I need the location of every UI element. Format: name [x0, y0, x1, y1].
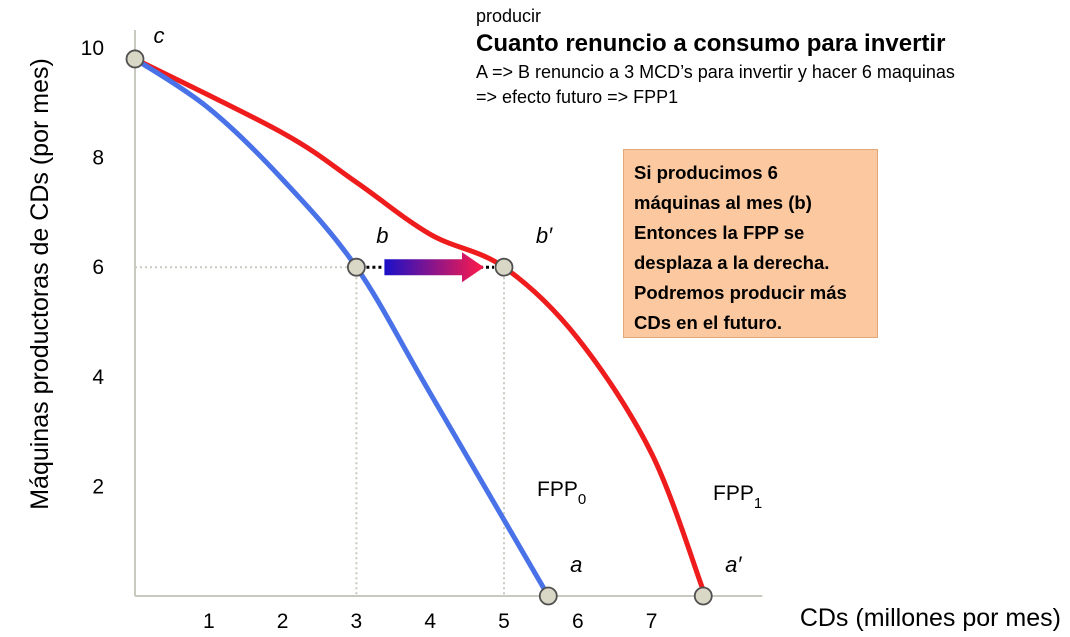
shift-arrow [366, 252, 494, 283]
y-tick-label: 2 [92, 475, 104, 498]
y-tick-label: 4 [92, 366, 104, 389]
x-tick-label: 1 [203, 610, 215, 633]
x-tick-label: 5 [498, 610, 510, 633]
point-label-c: c [154, 23, 165, 48]
ppf-curves [132, 56, 706, 599]
slide-header: producir Cuanto renuncio a consumo para … [476, 4, 1070, 110]
curve-fpp0 [132, 56, 551, 599]
header-prev-word: producir [476, 6, 542, 26]
point-label-b: b [376, 223, 388, 248]
x-tick-label: 4 [424, 610, 436, 633]
tick-labels: 1 2 3 4 5 6 7 2 4 6 8 10 [81, 37, 658, 633]
point-marker-b-prime [494, 257, 514, 277]
point-label-a-prime: a′ [725, 552, 742, 577]
note-line: desplaza a la derecha. [634, 252, 830, 273]
y-tick-label: 6 [92, 256, 104, 279]
note-line: CDs en el futuro. [634, 312, 783, 333]
note-box: Si producimos 6 máquinas al mes (b) Ento… [623, 149, 878, 338]
x-tick-label: 7 [646, 610, 658, 633]
curve-label-fpp0: FPP0 [537, 478, 586, 508]
point-marker-a-prime [693, 586, 713, 606]
point-label-b-prime: b′ [536, 223, 553, 248]
note-line: Podremos producir más [634, 282, 847, 303]
y-axis-title: Máquinas productoras de CDs (por mes) [26, 58, 54, 510]
point-marker-c [125, 49, 145, 69]
y-tick-label: 10 [81, 37, 104, 60]
axes [134, 30, 763, 597]
shift-arrow-body [384, 252, 484, 283]
curve-label-fpp1: FPP1 [713, 482, 762, 512]
curve-labels: FPP0 FPP1 [537, 478, 762, 512]
point-marker-a [538, 586, 558, 606]
header-line-2: => efecto futuro => FPP1 [476, 87, 679, 107]
note-line: máquinas al mes (b) [634, 192, 812, 213]
point-marker-b [346, 257, 366, 277]
point-label-a: a [570, 552, 582, 577]
curve-fpp1 [132, 56, 706, 593]
header-line-1: A => B renuncio a 3 MCD’s para invertir … [476, 62, 955, 82]
note-line: Si producimos 6 [634, 162, 778, 183]
x-tick-label: 6 [572, 610, 584, 633]
x-tick-label: 3 [351, 610, 363, 633]
x-axis-title: CDs (millones por mes) [800, 604, 1061, 632]
point-labels: c b b′ a a′ [154, 23, 743, 577]
y-tick-label: 8 [92, 147, 104, 170]
slide-title: Cuanto renuncio a consumo para invertir [476, 30, 946, 57]
guide-lines [135, 266, 505, 596]
note-line: Entonces la FPP se [634, 222, 805, 243]
point-markers [125, 49, 713, 606]
x-tick-label: 2 [277, 610, 289, 633]
